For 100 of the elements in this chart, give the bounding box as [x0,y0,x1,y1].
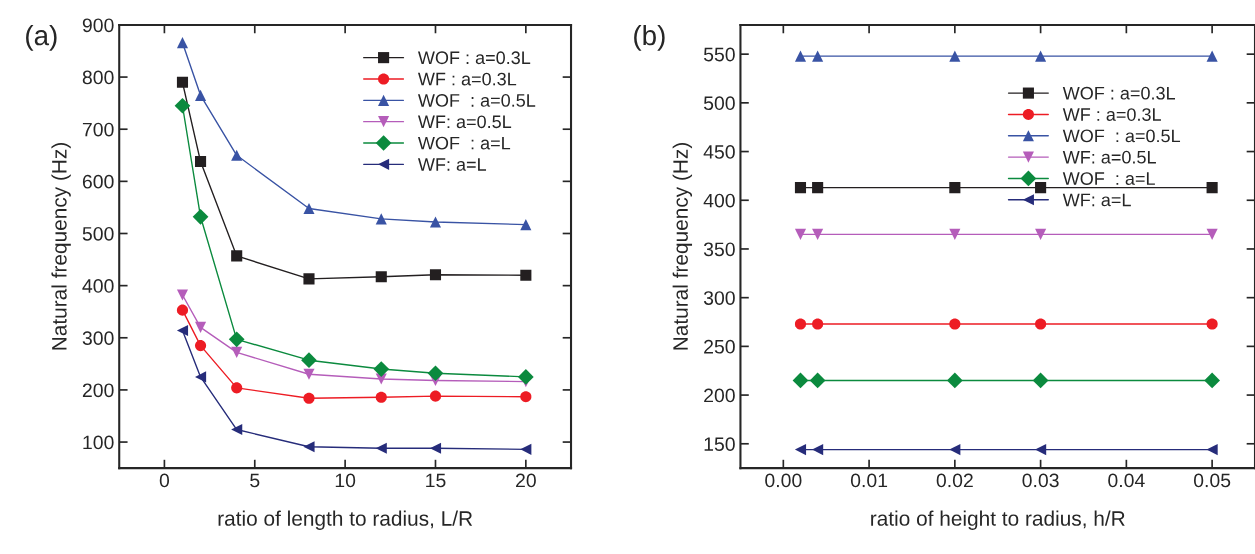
point [949,50,961,62]
y-tick-label: 400 [703,193,735,208]
point [375,271,387,283]
point [303,202,315,215]
point [303,273,315,285]
point [228,331,245,348]
point [520,219,532,231]
y-tick-label: 150 [704,437,735,452]
point [427,365,444,382]
point [794,182,807,194]
point [1035,444,1047,456]
x-tick-label: 0.04 [1108,473,1145,488]
chart-title: (b) [634,24,665,51]
point [176,324,189,337]
point [794,50,807,62]
point [794,228,807,240]
point [1206,182,1218,194]
point [946,372,963,389]
point [174,97,191,114]
x-tick-label: 0.02 [936,473,973,488]
point [517,369,534,385]
y-tick-label: 900 [82,18,114,33]
legend-label: WOF : a=0.5L [1062,129,1181,143]
point [231,250,243,262]
legend-label: WF : a=0.3L [417,72,517,86]
y-axis-title: Natural frequency (Hz) [51,143,71,350]
point [794,318,807,330]
legend-label: WOF : a=L [1062,172,1155,185]
point [812,228,824,240]
point [1206,318,1218,330]
x-tick-label: 20 [516,473,536,488]
point [301,352,317,369]
point [429,216,442,228]
x-tick-label: 0.00 [765,473,802,488]
legend-label: WF : a=0.3L [1062,108,1161,121]
point [176,37,189,49]
y-axis-title: Natural frequency (Hz) [672,143,693,350]
point [812,182,824,194]
legend-label: WF: a=0.5L [1062,150,1156,164]
point [1035,182,1047,194]
point [1206,50,1218,62]
y-tick-label: 300 [82,331,114,346]
point [176,76,189,88]
point [1035,318,1047,330]
point [303,368,315,380]
y-tick-label: 100 [83,435,114,450]
y-tick-label: 300 [703,291,735,305]
legend-label: WF: a=L [1062,193,1131,207]
point [1206,444,1218,456]
point [949,444,961,456]
point [231,149,243,161]
point [429,442,442,454]
x-tick-label: 10 [335,473,356,488]
x-axis-title: ratio of height to radius, h/R [871,510,1125,530]
legend-label: WF: a=0.5L [417,115,512,129]
y-tick-label: 450 [703,145,735,159]
point [303,441,315,453]
x-tick-label: 0.03 [1022,473,1059,488]
point [429,269,442,281]
point [429,390,442,402]
point [303,392,315,404]
y-tick-label: 700 [82,122,114,137]
y-tick-label: 550 [703,47,735,62]
point [1204,372,1220,389]
legend-label: WOF : a=0.3L [417,51,531,65]
y-tick-label: 250 [704,339,735,354]
point [1032,372,1049,389]
chart-title: (a) [26,24,57,51]
point [194,89,207,101]
x-axis-title: ratio of length to radius, L/R [218,510,473,530]
y-tick-label: 400 [82,279,114,293]
point [792,372,809,389]
x-tick-label: 0 [159,473,170,488]
point [176,304,189,316]
point [194,340,207,352]
y-tick-label: 200 [82,383,114,398]
legend-label: WOF : a=L [417,136,511,150]
point [809,372,826,389]
legend-label: WOF : a=0.5L [417,94,536,107]
point [812,50,824,62]
point [949,228,961,240]
point [1206,228,1218,240]
x-tick-label: 0.01 [850,473,888,488]
point [812,444,824,456]
point [375,442,387,454]
point [520,269,532,281]
point [194,371,207,383]
point [375,391,387,403]
legend-label: WF: a=L [417,158,487,171]
point [949,182,961,194]
x-tick-label: 5 [250,473,260,488]
point [192,208,209,225]
point [231,382,243,394]
x-tick-label: 0.05 [1193,473,1231,488]
y-tick-label: 600 [82,174,114,189]
point [373,361,390,377]
y-tick-label: 500 [82,226,114,241]
legend-label: WOF : a=0.3L [1062,86,1175,100]
y-tick-label: 800 [82,70,114,85]
point [1035,228,1047,240]
